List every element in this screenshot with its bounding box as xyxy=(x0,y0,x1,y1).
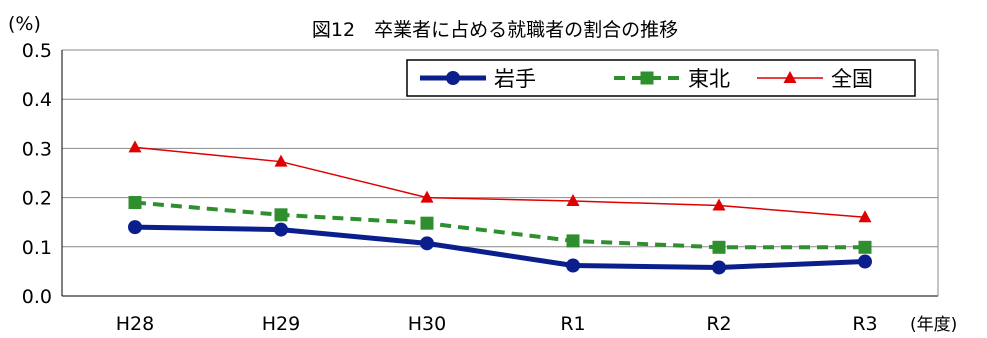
data-point xyxy=(128,220,142,235)
x-axis-unit-label: (年度) xyxy=(910,315,957,335)
y-tick-label: 0.2 xyxy=(22,188,52,210)
data-point xyxy=(712,198,726,211)
legend-label: 岩手 xyxy=(494,67,536,91)
series-lines xyxy=(128,140,872,275)
series-line xyxy=(134,146,866,219)
legend-label: 東北 xyxy=(688,67,730,91)
chart-title: 図12 卒業者に占める就職者の割合の推移 xyxy=(312,19,678,41)
x-tick-label: H28 xyxy=(116,313,154,335)
y-tick-label: 0.0 xyxy=(22,286,52,308)
data-point xyxy=(566,234,580,248)
data-point xyxy=(274,222,288,237)
data-point xyxy=(783,71,797,83)
x-tick-label: R1 xyxy=(560,313,585,335)
x-tick-label: H30 xyxy=(408,313,446,335)
x-tick-label: H29 xyxy=(262,313,300,335)
data-point xyxy=(274,154,288,167)
data-point xyxy=(566,258,580,273)
legend-label: 全国 xyxy=(831,67,873,91)
data-point xyxy=(858,240,872,254)
data-point xyxy=(446,71,460,85)
y-tick-label: 0.1 xyxy=(22,237,52,259)
data-point xyxy=(274,208,288,222)
data-point xyxy=(420,216,434,230)
data-point xyxy=(640,71,654,85)
series-line xyxy=(134,200,865,250)
y-axis-unit-label: (%) xyxy=(8,13,41,35)
y-tick-label: 0.3 xyxy=(22,138,52,160)
series-line xyxy=(134,224,866,270)
data-point xyxy=(712,260,726,275)
data-point xyxy=(858,254,872,269)
data-point xyxy=(128,196,142,210)
axes: 0.0 0.1 0.2 0.3 0.4 0.5 H28 H29 H30 R1 R2 R3 xyxy=(22,40,939,335)
data-point xyxy=(712,240,726,254)
y-tick-label: 0.4 xyxy=(22,89,52,111)
x-tick-label: R3 xyxy=(852,313,877,335)
data-point xyxy=(420,236,434,251)
x-tick-label: R2 xyxy=(706,313,731,335)
data-point xyxy=(128,140,142,153)
data-point xyxy=(420,190,434,203)
legend: 岩手 東北 全国 xyxy=(406,59,916,97)
data-point xyxy=(566,194,580,207)
y-tick-label: 0.5 xyxy=(22,40,52,62)
data-point xyxy=(858,210,872,223)
